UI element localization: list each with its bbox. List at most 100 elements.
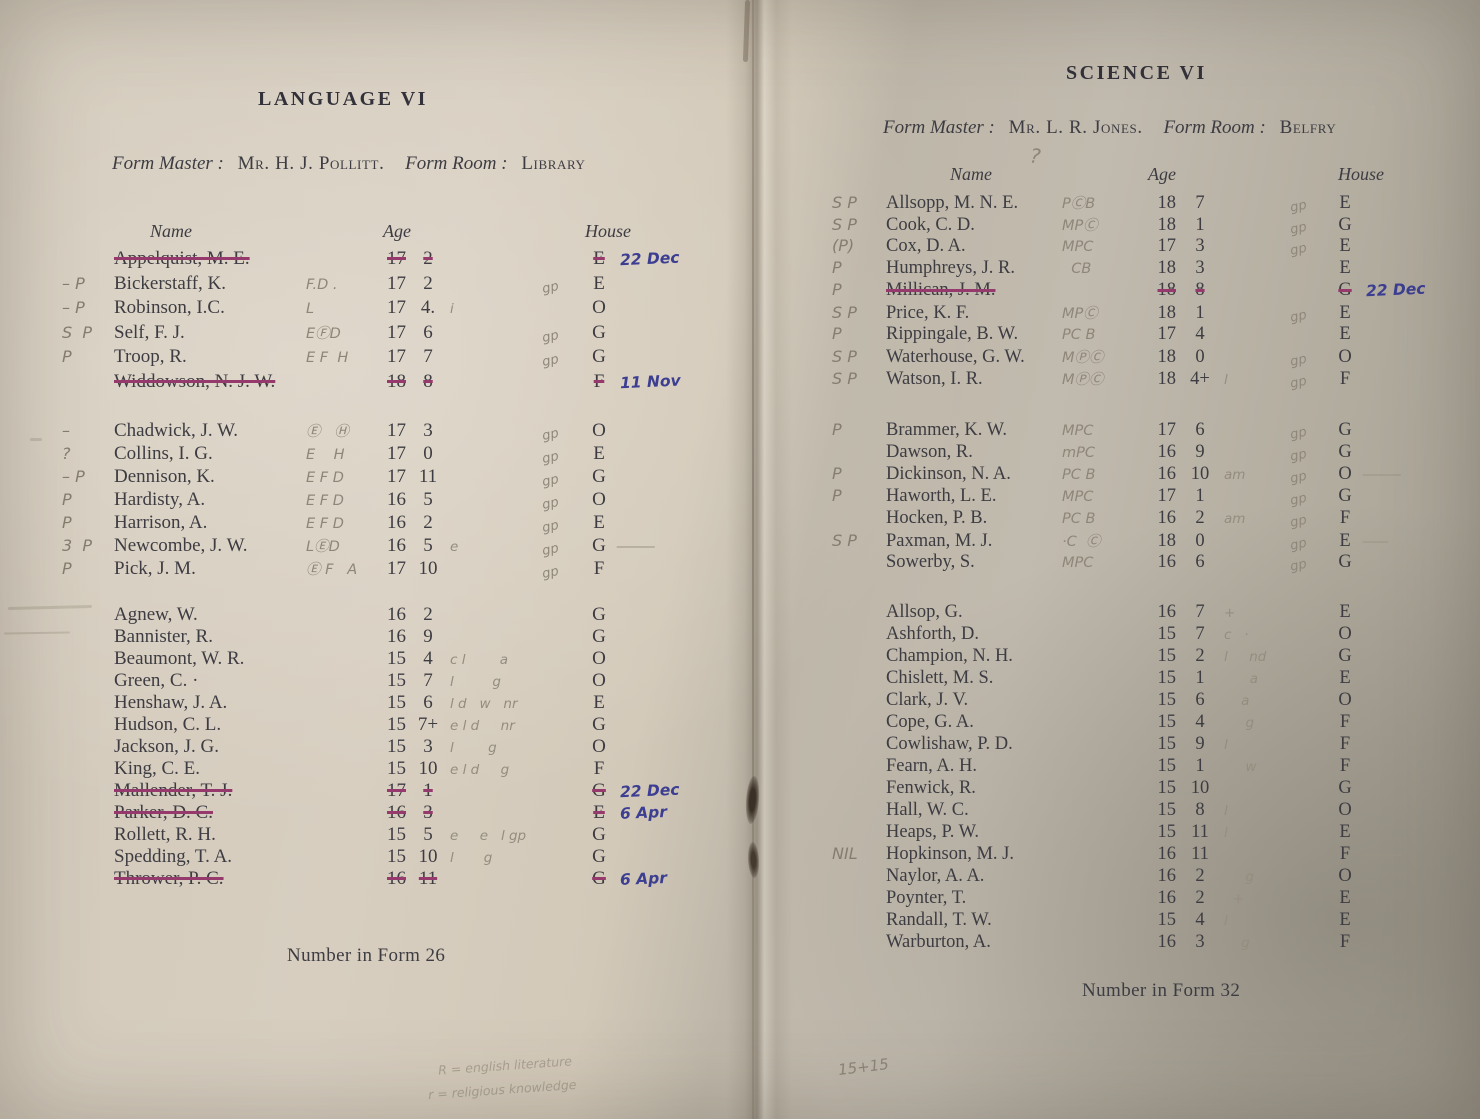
- pupil-name: Cope, G. A.: [886, 712, 974, 732]
- house-letter: E: [1339, 303, 1351, 323]
- pencil-marks: e: [450, 539, 459, 555]
- register-row: P Pick, J. M. Ⓔ F A 17 10 gp F: [58, 558, 758, 582]
- age-years: 16: [1157, 602, 1177, 622]
- subject-codes: PC B: [1062, 467, 1096, 483]
- age-years: 18: [1157, 215, 1177, 235]
- subject-codes: MPⒸ: [1062, 306, 1098, 322]
- pupil-name: Self, F. J.: [114, 321, 185, 343]
- house-letter: E: [593, 512, 605, 533]
- house-letter: G: [592, 604, 606, 625]
- subject-codes: Ⓔ Ⓗ: [306, 424, 349, 440]
- form-room-name: Library: [521, 153, 586, 174]
- age-months: 4.: [420, 297, 436, 318]
- pupil-name: Hopkinson, M. J.: [886, 844, 1014, 864]
- age-years: 15: [1157, 822, 1177, 842]
- margin-mark: P: [832, 420, 842, 439]
- form-room-label: Form Room :: [1163, 117, 1266, 138]
- register-row: – Chadwick, J. W. Ⓔ Ⓗ 17 3 gp O: [58, 420, 758, 444]
- age-months: 11: [1191, 844, 1209, 864]
- pencil-marks: l: [1224, 825, 1228, 841]
- pupil-name: Waterhouse, G. W.: [886, 347, 1025, 367]
- gp-mark: [1290, 833, 1327, 841]
- pupil-name: Beaumont, W. R.: [114, 648, 245, 669]
- register-row: Champion, N. H. 15 2 l nd G: [830, 646, 1478, 668]
- pupil-group: Agnew, W. 16 2 G Bannister, R. 16 9 G Beaumont, …: [58, 604, 758, 890]
- pencil-marks: l nd: [1224, 649, 1267, 665]
- age-years: 18: [1157, 303, 1177, 323]
- house-letter: F: [1339, 756, 1351, 776]
- subject-codes: L: [306, 301, 315, 317]
- pupil-name: Sowerby, S.: [886, 552, 975, 572]
- pencil-smudge: [30, 438, 42, 441]
- gp-mark: [1290, 701, 1327, 709]
- pencil-marks: c l a: [450, 652, 509, 668]
- register-row: P Troop, R. E F H 17 7 gp G: [58, 346, 758, 371]
- gp-mark: [1290, 943, 1327, 951]
- pupil-name: Paxman, M. J.: [886, 531, 993, 551]
- register-row: P Humphreys, J. R. CB 18 3 E: [830, 258, 1478, 280]
- pupil-name: Fenwick, R.: [886, 778, 976, 798]
- gutter-crease: [752, 0, 754, 1119]
- house-letter: O: [1338, 866, 1352, 886]
- book-gutter: [726, 0, 792, 1119]
- register-row: P Brammer, K. W. MPC 17 6 gp G: [830, 420, 1478, 443]
- pencil-tail: ———: [1362, 467, 1401, 483]
- gp-mark: gp: [1288, 240, 1309, 259]
- pupil-name: Chadwick, J. W.: [114, 420, 239, 441]
- margin-mark: P: [832, 258, 842, 277]
- form-master-line: Form Master : Mr. H. J. Pollitt. Form Ro…: [112, 153, 602, 175]
- age-years: 16: [387, 512, 406, 533]
- pupil-name: Humphreys, J. R.: [886, 258, 1015, 278]
- register-row: Clark, J. V. 15 6 a O: [830, 690, 1478, 712]
- age-years: 17: [1157, 486, 1177, 506]
- register-row: S P Self, F. J. EⒻD 17 6 gp G: [58, 322, 758, 347]
- pupil-name: Cowlishaw, P. D.: [886, 734, 1013, 754]
- pupil-group: Appelquist, M. E. 17 2 E 22 Dec – P Bickerstaf…: [58, 248, 758, 395]
- pupil-name: Hocken, P. B.: [886, 508, 988, 528]
- subject-codes: MPC: [1062, 489, 1094, 505]
- age-months: 7: [423, 346, 433, 367]
- house-letter: O: [592, 297, 606, 318]
- register-row: Rollett, R. H. 15 5 e e l gp G: [58, 824, 758, 846]
- age-months: 0: [423, 443, 433, 464]
- pupil-name: Hudson, C. L.: [114, 714, 222, 735]
- age-months: 6: [1195, 690, 1205, 710]
- age-months: 2: [1195, 508, 1205, 528]
- pupil-name: Warburton, A.: [886, 932, 991, 952]
- margin-mark: P: [832, 486, 842, 505]
- gp-mark: [1290, 723, 1327, 731]
- pencil-marks: e l d nr: [450, 718, 515, 734]
- house-letter: E: [593, 802, 605, 823]
- pupil-name: Pick, J. M.: [114, 558, 196, 579]
- pupil-name: Haworth, L. E.: [886, 486, 997, 506]
- age-years: 16: [387, 626, 406, 647]
- pupil-name: Parker, D. C.: [114, 802, 213, 823]
- age-years: 15: [387, 758, 406, 779]
- register-row: Appelquist, M. E. 17 2 E 22 Dec: [58, 248, 758, 273]
- margin-mark: S P: [832, 347, 857, 366]
- age-years: 15: [1157, 910, 1177, 930]
- age-years: 17: [1157, 420, 1177, 440]
- age-years: 15: [387, 648, 406, 669]
- pupil-name: King, C. E.: [114, 758, 201, 779]
- age-months: 10: [1190, 778, 1210, 798]
- age-years: 17: [387, 321, 406, 343]
- column-header-age: Age: [383, 221, 411, 241]
- gp-mark: gp: [1288, 468, 1309, 487]
- house-letter: G: [592, 824, 606, 845]
- register-row: Hall, W. C. 15 8 l O: [830, 800, 1478, 822]
- age-years: 16: [387, 868, 406, 889]
- pencil-marks: i: [450, 301, 454, 317]
- house-letter: G: [592, 626, 606, 647]
- subject-codes: MPⒸ: [1062, 218, 1098, 234]
- gp-mark: gp: [1288, 556, 1309, 575]
- register-row: Randall, T. W. 15 4 l E: [830, 910, 1478, 932]
- pupil-group: Allsop, G. 16 7 + E Ashforth, D. 15 7 c · O Champi…: [830, 602, 1478, 954]
- pencil-marks: w: [1224, 759, 1257, 775]
- register-row: Fenwick, R. 15 10 G: [830, 778, 1478, 800]
- pupil-name: Mallender, T. J.: [114, 780, 233, 801]
- age-months: 3: [423, 736, 433, 757]
- age-years: 16: [1157, 442, 1177, 462]
- age-years: 16: [387, 535, 406, 556]
- pupil-name: Champion, N. H.: [886, 646, 1013, 666]
